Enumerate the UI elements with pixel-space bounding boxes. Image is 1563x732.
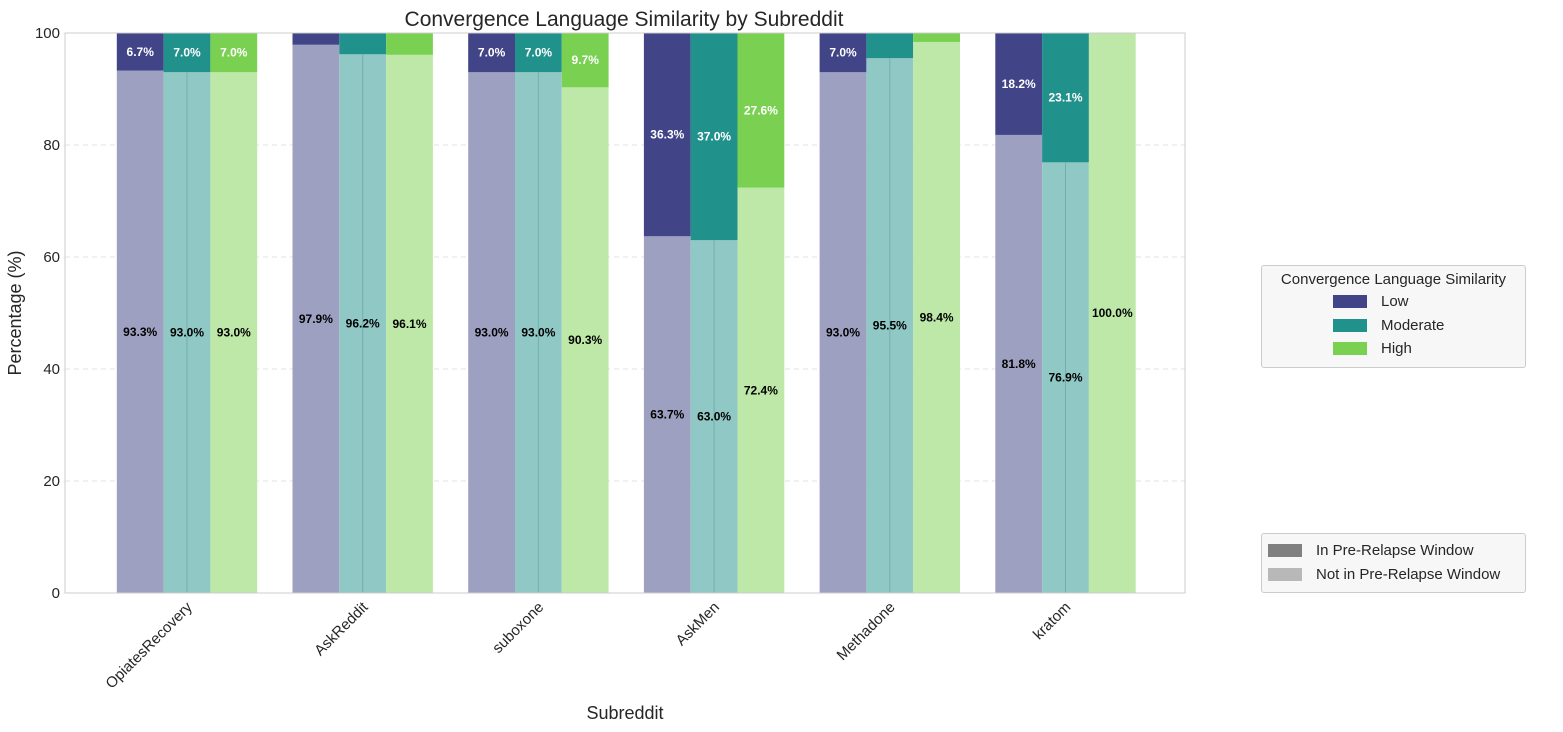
- label-askmen-moderate-not-in-window: 63.0%: [697, 410, 731, 424]
- legend-label-moderate: Moderate: [1381, 316, 1445, 334]
- label-askmen-low-in-window: 36.3%: [650, 128, 684, 142]
- x-tick-label-kratom: kratom: [1030, 599, 1074, 643]
- legend-label-low: Low: [1381, 293, 1409, 311]
- label-askreddit-moderate-not-in-window: 96.2%: [346, 317, 380, 331]
- similarity-legend-title: Convergence Language Similarity: [1280, 271, 1507, 288]
- bar-kratom-low-in-window: [995, 33, 1043, 135]
- bar-askreddit-high-not-in-window: [386, 54, 433, 593]
- label-opiatesrecovery-high-in-window: 7.0%: [220, 46, 248, 60]
- legend-item-low: Low: [1268, 290, 1519, 314]
- legend-item-in-window: In Pre-Relapse Window: [1268, 539, 1519, 563]
- y-tick-label-100: 100: [35, 25, 60, 42]
- bar-askmen-low-in-window: [643, 33, 691, 237]
- label-opiatesrecovery-moderate-in-window: 7.0%: [173, 46, 201, 60]
- label-methadone-moderate-not-in-window: 95.5%: [873, 319, 907, 333]
- x-tick-label-methadone: Methadone: [834, 599, 899, 664]
- y-axis-label: Percentage (%): [5, 250, 25, 375]
- bar-methadone-high-not-in-window: [913, 41, 960, 593]
- bar-askreddit-low-in-window: [292, 33, 340, 45]
- bar-methadone-moderate-in-window: [866, 33, 914, 59]
- grid-lines: [65, 144, 1185, 482]
- label-askmen-high-in-window: 27.6%: [744, 103, 778, 117]
- legend-item-not-in-window: Not in Pre-Relapse Window: [1268, 563, 1519, 587]
- label-methadone-low-in-window: 7.0%: [829, 46, 857, 60]
- label-askmen-low-not-in-window: 63.7%: [650, 408, 684, 422]
- label-askmen-high-not-in-window: 72.4%: [744, 383, 778, 397]
- x-axis-label: Subreddit: [586, 703, 663, 723]
- legend-swatch-in-window: [1268, 544, 1302, 558]
- data-labels: 93.3% 6.7% 93.0% 7.0% 93.0% 7.0% 97.9% 96.2% 96.…: [123, 45, 1133, 424]
- label-suboxone-moderate-not-in-window: 93.0%: [521, 326, 555, 340]
- label-kratom-moderate-in-window: 23.1%: [1048, 91, 1082, 105]
- y-tick-label-20: 20: [43, 473, 60, 490]
- bar-askreddit-high-in-window: [386, 33, 433, 55]
- bar-opiatesrecovery-low-not-in-window: [116, 70, 164, 593]
- label-suboxone-low-in-window: 7.0%: [478, 46, 506, 60]
- chart-title: Convergence Language Similarity by Subre…: [405, 8, 844, 31]
- bar-methadone-low-in-window: [819, 33, 867, 73]
- bar-suboxone-high-in-window: [561, 33, 609, 88]
- bars: [116, 33, 1136, 594]
- legend-label-high: High: [1381, 340, 1412, 358]
- bar-suboxone-low-not-in-window: [468, 72, 515, 593]
- label-suboxone-high-in-window: 9.7%: [572, 53, 600, 67]
- label-suboxone-moderate-in-window: 7.0%: [525, 46, 553, 60]
- label-opiatesrecovery-high-not-in-window: 93.0%: [217, 326, 251, 340]
- label-opiatesrecovery-low-in-window: 6.7%: [127, 45, 155, 59]
- x-tick-label-askmen: AskMen: [673, 599, 723, 649]
- bar-kratom-moderate-in-window: [1042, 33, 1089, 163]
- x-tick-label-askreddit: AskReddit: [311, 598, 372, 659]
- label-methadone-low-not-in-window: 93.0%: [826, 326, 860, 340]
- legend-item-high: High: [1268, 337, 1519, 361]
- label-kratom-high-not-in-window: 100.0%: [1092, 306, 1133, 320]
- bar-opiatesrecovery-high-in-window: [210, 33, 258, 73]
- bar-suboxone-moderate-in-window: [515, 33, 562, 73]
- y-tick-label-80: 80: [43, 137, 60, 154]
- bar-askreddit-low-not-in-window: [292, 44, 340, 593]
- label-kratom-low-not-in-window: 81.8%: [1002, 357, 1036, 371]
- legend-swatch-moderate: [1333, 318, 1367, 332]
- bar-suboxone-low-in-window: [468, 33, 515, 73]
- legend-item-moderate: Moderate: [1268, 314, 1519, 338]
- x-tick-label-suboxone: suboxone: [489, 599, 547, 657]
- plot-frame: [64, 32, 1186, 594]
- bar-opiatesrecovery-low-in-window: [116, 33, 164, 71]
- window-legend: In Pre-Relapse Window Not in Pre-Relapse…: [1261, 533, 1526, 593]
- similarity-legend: Convergence Language Similarity Low Mode…: [1261, 265, 1526, 368]
- bar-opiatesrecovery-moderate-in-window: [163, 33, 211, 73]
- bar-askmen-high-in-window: [737, 33, 785, 188]
- legend-swatch-high: [1333, 342, 1367, 356]
- y-tick-label-0: 0: [52, 585, 60, 602]
- bar-methadone-high-in-window: [913, 33, 960, 42]
- legend-swatch-low: [1333, 295, 1367, 309]
- x-tick-label-opiatesrecovery: OpiatesRecovery: [102, 598, 196, 692]
- y-tick-label-60: 60: [43, 249, 60, 266]
- label-askmen-moderate-in-window: 37.0%: [697, 130, 731, 144]
- label-kratom-low-in-window: 18.2%: [1002, 77, 1036, 91]
- label-kratom-moderate-not-in-window: 76.9%: [1048, 371, 1082, 385]
- label-askreddit-high-not-in-window: 96.1%: [392, 317, 426, 331]
- label-askreddit-low-not-in-window: 97.9%: [299, 312, 333, 326]
- bar-askreddit-moderate-in-window: [339, 33, 387, 55]
- y-ticks: 0 20 40 60 80 100: [35, 25, 60, 602]
- bar-opiatesrecovery-high-not-in-window: [210, 72, 258, 593]
- label-methadone-high-not-in-window: 98.4%: [920, 310, 954, 324]
- label-suboxone-high-not-in-window: 90.3%: [568, 333, 602, 347]
- label-opiatesrecovery-moderate-not-in-window: 93.0%: [170, 326, 204, 340]
- legend-label-in-window: In Pre-Relapse Window: [1316, 542, 1474, 560]
- legend-label-not-in-window: Not in Pre-Relapse Window: [1316, 565, 1501, 583]
- legend-swatch-not-in-window: [1268, 567, 1302, 581]
- bar-methadone-low-not-in-window: [819, 72, 867, 593]
- bar-askmen-low-not-in-window: [643, 236, 691, 593]
- y-tick-label-40: 40: [43, 361, 60, 378]
- label-opiatesrecovery-low-not-in-window: 93.3%: [123, 325, 157, 339]
- bar-suboxone-high-not-in-window: [561, 87, 609, 593]
- bar-kratom-low-not-in-window: [995, 134, 1043, 594]
- bar-askmen-moderate-in-window: [690, 33, 738, 241]
- bar-kratom-high-not-in-window: [1088, 33, 1136, 593]
- x-ticks: OpiatesRecovery AskReddit suboxone AskMen Me…: [102, 598, 1074, 692]
- bar-askmen-high-not-in-window: [737, 187, 785, 593]
- label-suboxone-low-not-in-window: 93.0%: [475, 326, 509, 340]
